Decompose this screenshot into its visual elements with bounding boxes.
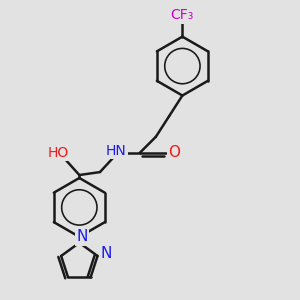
Text: N: N — [100, 246, 112, 261]
Text: HN: HN — [106, 144, 127, 158]
Text: O: O — [168, 146, 180, 160]
Text: HO: HO — [47, 146, 68, 160]
Text: CF₃: CF₃ — [171, 8, 194, 22]
Text: N: N — [76, 230, 88, 244]
